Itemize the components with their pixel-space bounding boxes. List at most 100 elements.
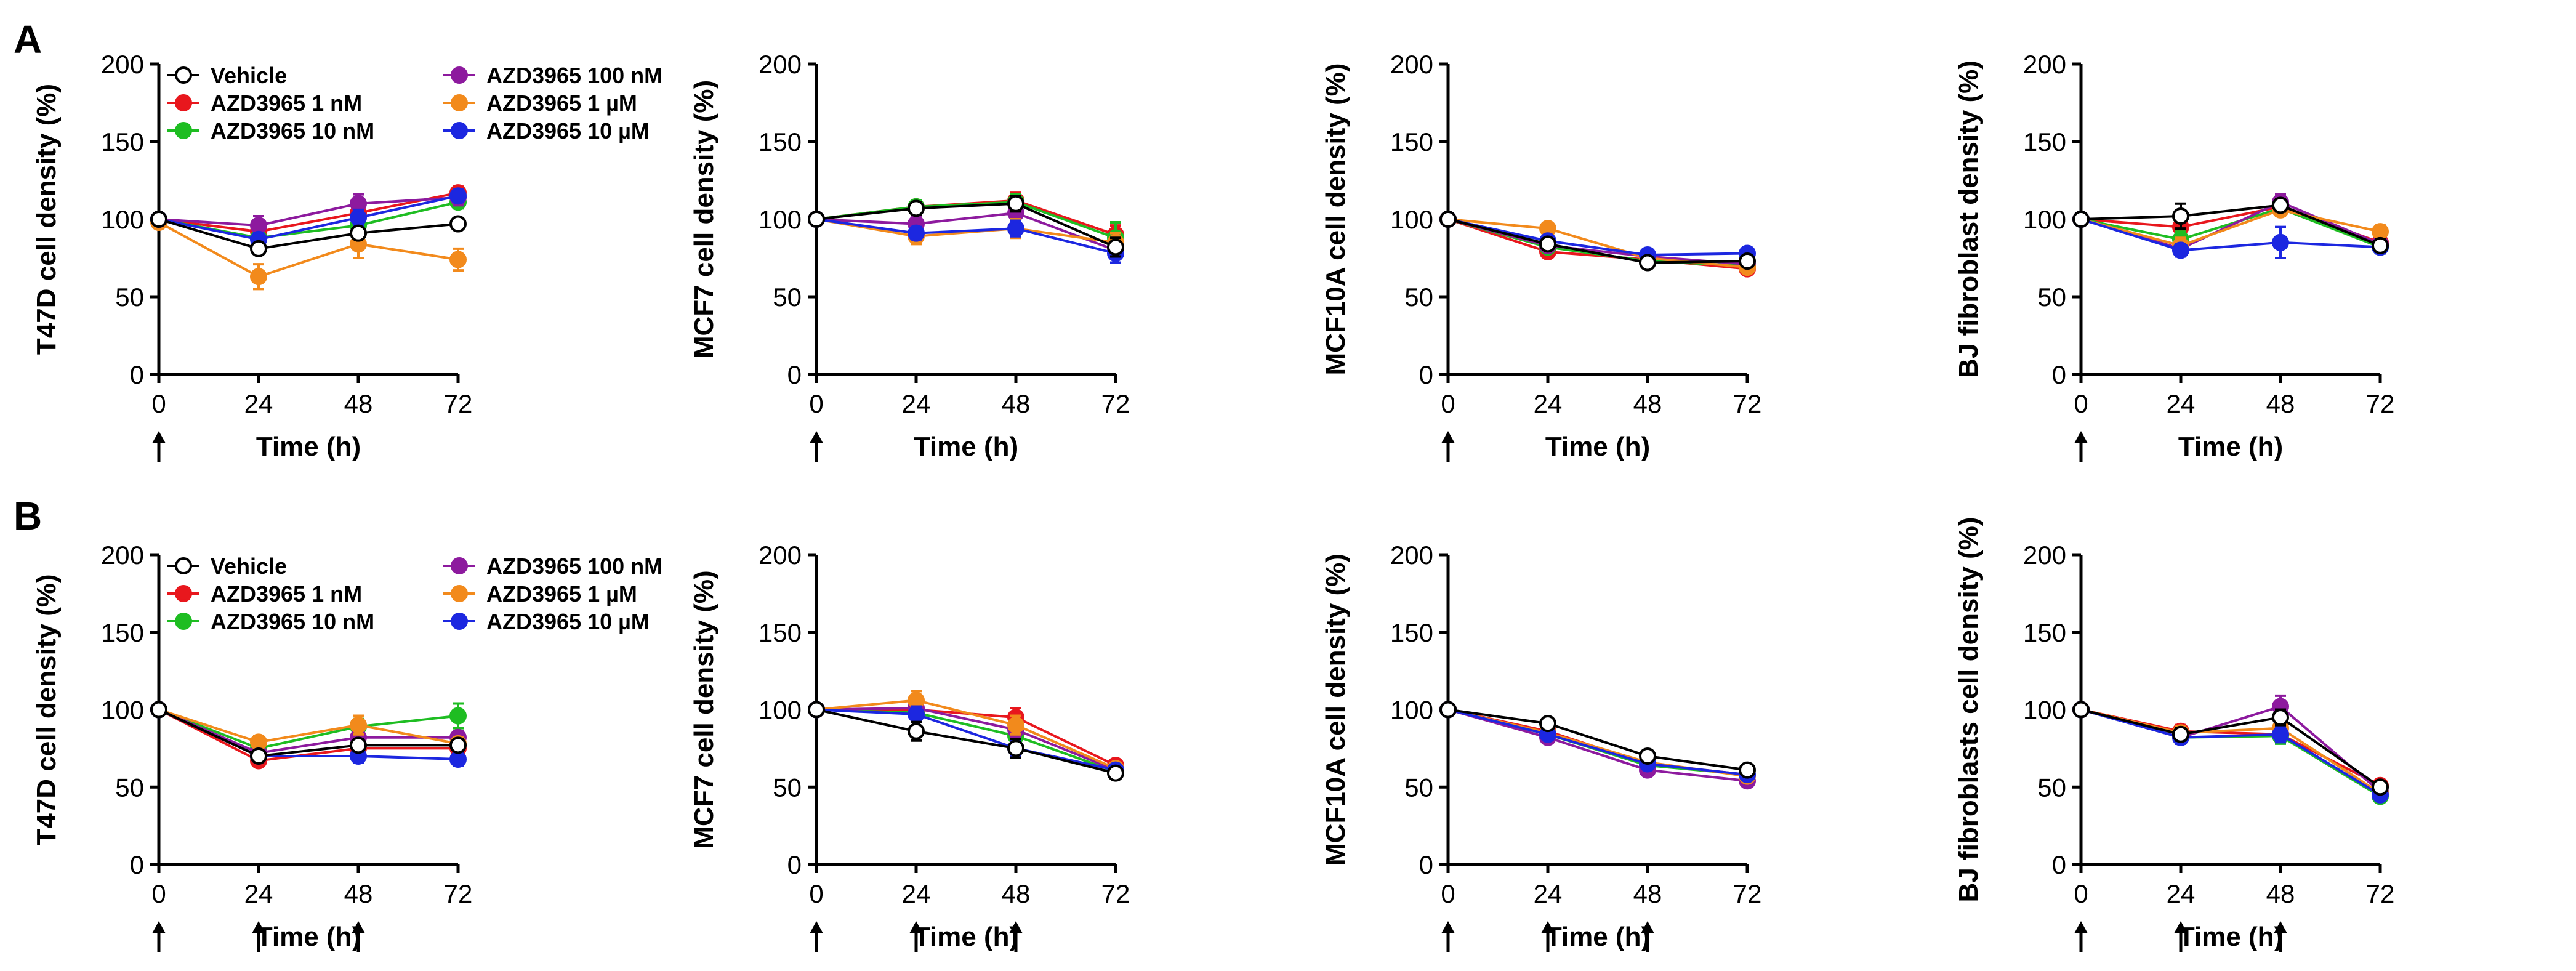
panel-label-a: A bbox=[14, 17, 42, 62]
series-azd3965-1-nm bbox=[2072, 701, 2389, 794]
y-tick-label: 200 bbox=[1390, 50, 1433, 79]
series-line bbox=[2080, 204, 2381, 247]
x-tick-label: 48 bbox=[2266, 389, 2295, 418]
y-axis-title: T47D cell density (%) bbox=[31, 574, 62, 845]
y-tick-label: 200 bbox=[2023, 50, 2066, 79]
data-point bbox=[2172, 241, 2189, 259]
data-point bbox=[1539, 235, 1556, 253]
x-tick-label: 24 bbox=[1534, 879, 1563, 908]
y-tick-label: 150 bbox=[759, 618, 802, 647]
series-azd3965-1-m bbox=[2072, 701, 2389, 802]
series-line bbox=[158, 191, 459, 233]
series-line bbox=[1447, 708, 1748, 776]
treatment-arrowhead bbox=[1009, 921, 1023, 933]
chart-b-2: 0 50 100 150 200 0 24 48 72 MCF7 cell density (%)… bbox=[689, 541, 1130, 952]
legend-marker bbox=[175, 94, 192, 111]
x-axis-title: Time (h) bbox=[256, 922, 361, 952]
data-point bbox=[2072, 701, 2090, 719]
y-axis-title: BJ fibroblasts cell density (%) bbox=[1954, 517, 1984, 903]
chart-a-4: 0 50 100 150 200 0 24 48 72 BJ fibroblast density… bbox=[1954, 50, 2394, 462]
y-tick-label: 150 bbox=[759, 127, 802, 156]
legend-label: AZD3965 10 nM bbox=[211, 118, 374, 143]
data-point bbox=[449, 215, 467, 233]
series-vehicle bbox=[150, 211, 467, 257]
data-point bbox=[1007, 739, 1024, 757]
y-tick-label: 200 bbox=[1390, 541, 1433, 570]
data-point bbox=[808, 211, 825, 228]
series-vehicle bbox=[808, 701, 1124, 782]
y-tick-label: 0 bbox=[787, 850, 802, 879]
x-tick-label: 48 bbox=[1633, 879, 1662, 908]
legend-marker bbox=[451, 94, 468, 111]
series-line bbox=[2080, 208, 2381, 247]
legend-label: AZD3965 100 nM bbox=[486, 554, 662, 579]
treatment-arrowhead bbox=[152, 431, 166, 443]
data-point bbox=[1107, 764, 1124, 782]
legend-marker bbox=[175, 122, 192, 139]
treatment-arrowhead bbox=[909, 921, 923, 933]
x-tick-label: 24 bbox=[2167, 389, 2196, 418]
y-tick-label: 50 bbox=[1404, 283, 1433, 312]
y-tick-label: 0 bbox=[2052, 850, 2066, 879]
y-tick-label: 50 bbox=[2037, 283, 2066, 312]
series-vehicle bbox=[150, 701, 467, 765]
series-line bbox=[816, 218, 1116, 255]
legend-label: AZD3965 1 nM bbox=[211, 91, 362, 116]
y-tick-label: 200 bbox=[759, 50, 802, 79]
x-tick-label: 0 bbox=[2074, 879, 2088, 908]
series-line bbox=[2080, 207, 2381, 249]
x-tick-label: 48 bbox=[1633, 389, 1662, 418]
treatment-arrowhead bbox=[810, 921, 823, 933]
data-point bbox=[2272, 709, 2289, 727]
legend-label: AZD3965 1 µM bbox=[486, 581, 637, 606]
x-tick-label: 24 bbox=[902, 879, 931, 908]
y-axis-title: MCF7 cell density (%) bbox=[689, 80, 719, 358]
charts: 0 50 100 150 200 0 24 48 72 T47D cell density (%)… bbox=[31, 50, 2394, 952]
series-line bbox=[2080, 201, 2381, 251]
y-tick-label: 150 bbox=[2023, 127, 2066, 156]
data-point bbox=[1739, 252, 1756, 270]
data-point bbox=[2372, 236, 2389, 254]
y-tick-label: 50 bbox=[2037, 773, 2066, 802]
y-tick-label: 200 bbox=[759, 541, 802, 570]
y-tick-label: 0 bbox=[2052, 360, 2066, 389]
y-tick-label: 50 bbox=[115, 283, 144, 312]
data-point bbox=[250, 240, 267, 257]
y-tick-label: 150 bbox=[1390, 618, 1433, 647]
x-tick-label: 24 bbox=[244, 879, 273, 908]
x-tick-label: 24 bbox=[244, 389, 273, 418]
series-line bbox=[2080, 708, 2381, 796]
data-point bbox=[1539, 715, 1556, 733]
treatment-arrowhead bbox=[2074, 431, 2088, 443]
legend-marker bbox=[175, 557, 192, 574]
series-line bbox=[816, 218, 1116, 244]
series-azd3965-100-nm bbox=[2072, 694, 2389, 800]
x-tick-label: 72 bbox=[444, 389, 473, 418]
data-point bbox=[1639, 747, 1656, 765]
x-tick-label: 0 bbox=[1441, 389, 1455, 418]
x-axis-title: Time (h) bbox=[2178, 922, 2283, 952]
series-line bbox=[2080, 218, 2381, 252]
treatment-arrowhead bbox=[1541, 921, 1555, 933]
x-tick-label: 24 bbox=[902, 389, 931, 418]
y-tick-label: 50 bbox=[773, 773, 802, 802]
x-tick-label: 72 bbox=[1733, 879, 1762, 908]
x-axis-title: Time (h) bbox=[1545, 922, 1650, 952]
series-line bbox=[816, 699, 1116, 770]
x-axis-title: Time (h) bbox=[914, 432, 1018, 462]
x-tick-label: 72 bbox=[444, 879, 473, 908]
x-tick-label: 0 bbox=[151, 879, 166, 908]
x-tick-label: 72 bbox=[2366, 879, 2395, 908]
treatment-arrowhead bbox=[1641, 921, 1654, 933]
series-vehicle bbox=[2072, 701, 2389, 796]
legend-marker bbox=[451, 585, 468, 602]
treatment-arrowhead bbox=[810, 431, 823, 443]
y-tick-label: 0 bbox=[130, 360, 144, 389]
x-tick-label: 72 bbox=[1101, 879, 1130, 908]
y-tick-label: 200 bbox=[101, 50, 144, 79]
y-tick-label: 0 bbox=[1419, 850, 1433, 879]
data-point bbox=[250, 217, 267, 235]
